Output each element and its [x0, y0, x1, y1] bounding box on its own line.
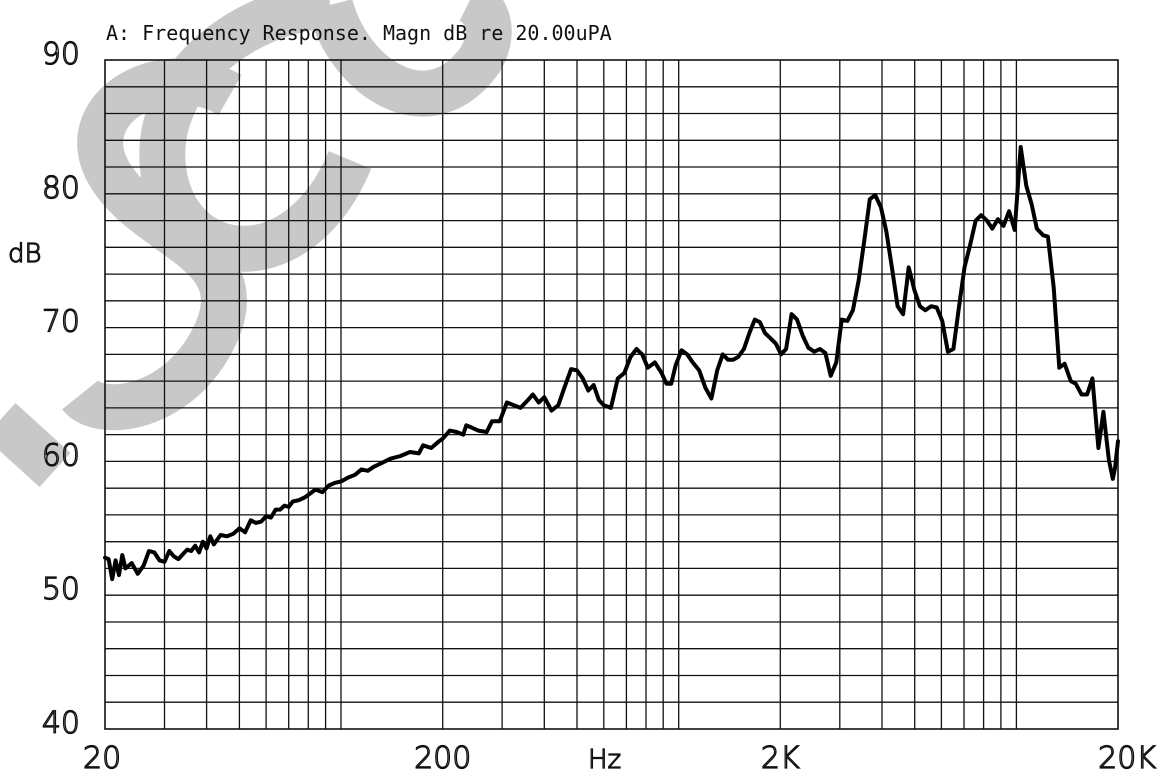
series-line	[103, 145, 1120, 582]
watermark-stroke-i	[0, 402, 71, 488]
watermark-stroke-o	[307, 0, 512, 117]
x-tick-label-3: 20K	[1098, 741, 1156, 775]
y-tick-labels: 40 50 60 70 80 90	[41, 36, 80, 741]
plot-frame	[104, 59, 1119, 730]
x-axis-label: Hz	[588, 745, 621, 775]
x-tick-label-2: 2K	[761, 741, 800, 775]
x-tick-label-0: 20	[83, 741, 121, 775]
x-tick-labels: 20 200 2K 20K	[82, 740, 1157, 775]
y-tick-label-5: 90	[42, 37, 80, 72]
plot-grid	[105, 60, 1118, 729]
y-tick-label-0: 40	[42, 706, 80, 741]
y-tick-label-4: 80	[42, 171, 80, 206]
y-tick-label-2: 60	[42, 438, 80, 473]
chart-title: A: Frequency Response. Magn dB re 20.00u…	[106, 21, 612, 45]
y-tick-label-3: 70	[42, 305, 80, 340]
y-axis-label: dB	[8, 239, 42, 269]
x-tick-label-1: 200	[414, 741, 471, 775]
y-tick-label-1: 50	[42, 572, 80, 607]
